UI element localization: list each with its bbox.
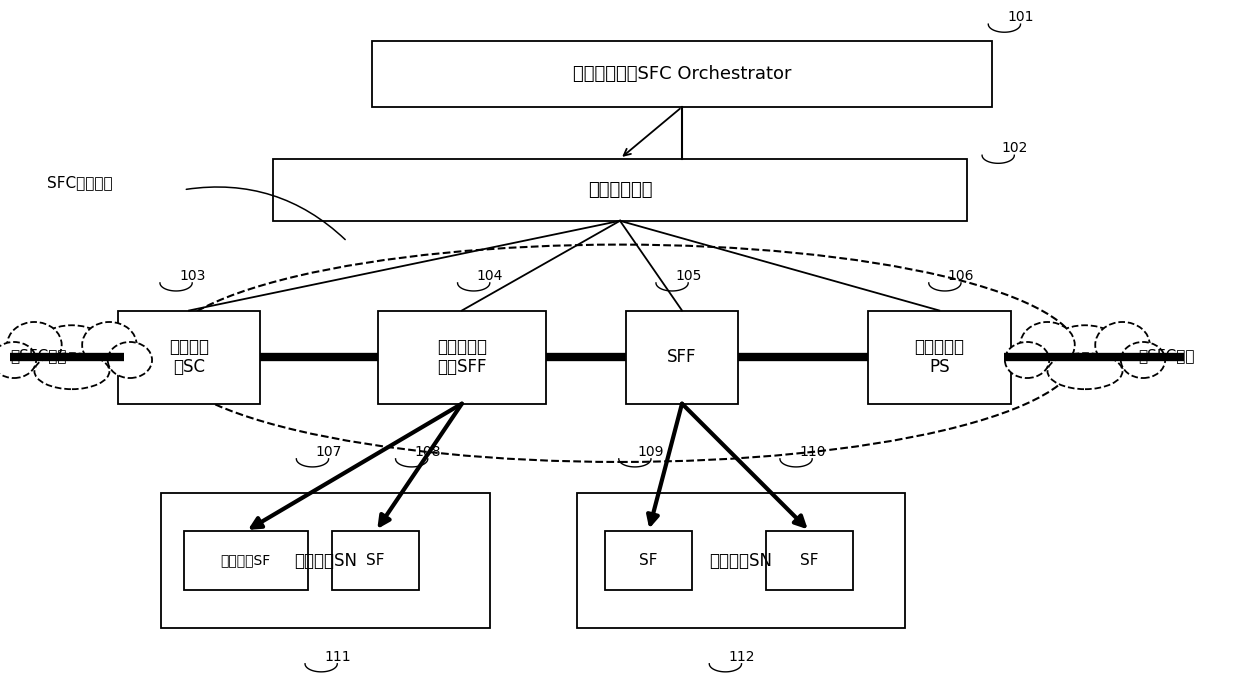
Bar [184, 531, 308, 590]
Bar [766, 531, 853, 590]
Ellipse shape [0, 342, 36, 378]
Text: 109: 109 [637, 445, 665, 459]
Text: SFF: SFF [667, 348, 697, 366]
Ellipse shape [1048, 353, 1122, 389]
Text: 非SFC网络: 非SFC网络 [10, 348, 67, 363]
Text: 102: 102 [1001, 141, 1028, 155]
Text: 101: 101 [1007, 10, 1034, 24]
Bar [577, 493, 905, 628]
Text: 业务链控制器: 业务链控制器 [588, 181, 652, 199]
Bar [161, 493, 490, 628]
Ellipse shape [1048, 325, 1122, 375]
Text: 106: 106 [947, 269, 975, 283]
Ellipse shape [1121, 342, 1166, 378]
Text: 尾端服务器
PS: 尾端服务器 PS [914, 337, 965, 377]
Text: 107: 107 [315, 445, 342, 459]
Bar [626, 310, 738, 404]
Text: SF: SF [367, 553, 384, 568]
Text: 业务节点SN: 业务节点SN [709, 551, 773, 570]
Ellipse shape [82, 322, 136, 368]
Text: SFC使能范围: SFC使能范围 [47, 175, 113, 190]
Bar [118, 310, 260, 404]
Ellipse shape [35, 325, 109, 375]
Text: 业务分类
器SC: 业务分类 器SC [169, 337, 210, 377]
Text: 业务功能转
发器SFF: 业务功能转 发器SFF [436, 337, 487, 377]
Text: 105: 105 [675, 269, 702, 283]
Ellipse shape [1021, 322, 1075, 368]
Text: 业务链协同层SFC Orchestrator: 业务链协同层SFC Orchestrator [573, 65, 791, 83]
Bar [378, 310, 546, 404]
Text: 业务功能SF: 业务功能SF [221, 553, 270, 568]
Text: 业务节点SN: 业务节点SN [294, 551, 357, 570]
Ellipse shape [1095, 322, 1149, 368]
Ellipse shape [35, 353, 109, 389]
Text: 103: 103 [179, 269, 206, 283]
Bar [372, 41, 992, 107]
Bar [332, 531, 419, 590]
Text: 104: 104 [476, 269, 503, 283]
Ellipse shape [108, 342, 153, 378]
Text: SF: SF [801, 553, 818, 568]
Bar [868, 310, 1011, 404]
Text: 110: 110 [799, 445, 826, 459]
Text: 非SFC网络: 非SFC网络 [1138, 348, 1195, 363]
Ellipse shape [7, 322, 62, 368]
Text: SF: SF [640, 553, 657, 568]
Bar [605, 531, 692, 590]
Bar [273, 159, 967, 221]
Text: 112: 112 [728, 650, 755, 664]
Text: 111: 111 [324, 650, 351, 664]
Ellipse shape [1004, 342, 1049, 378]
Text: 108: 108 [414, 445, 441, 459]
